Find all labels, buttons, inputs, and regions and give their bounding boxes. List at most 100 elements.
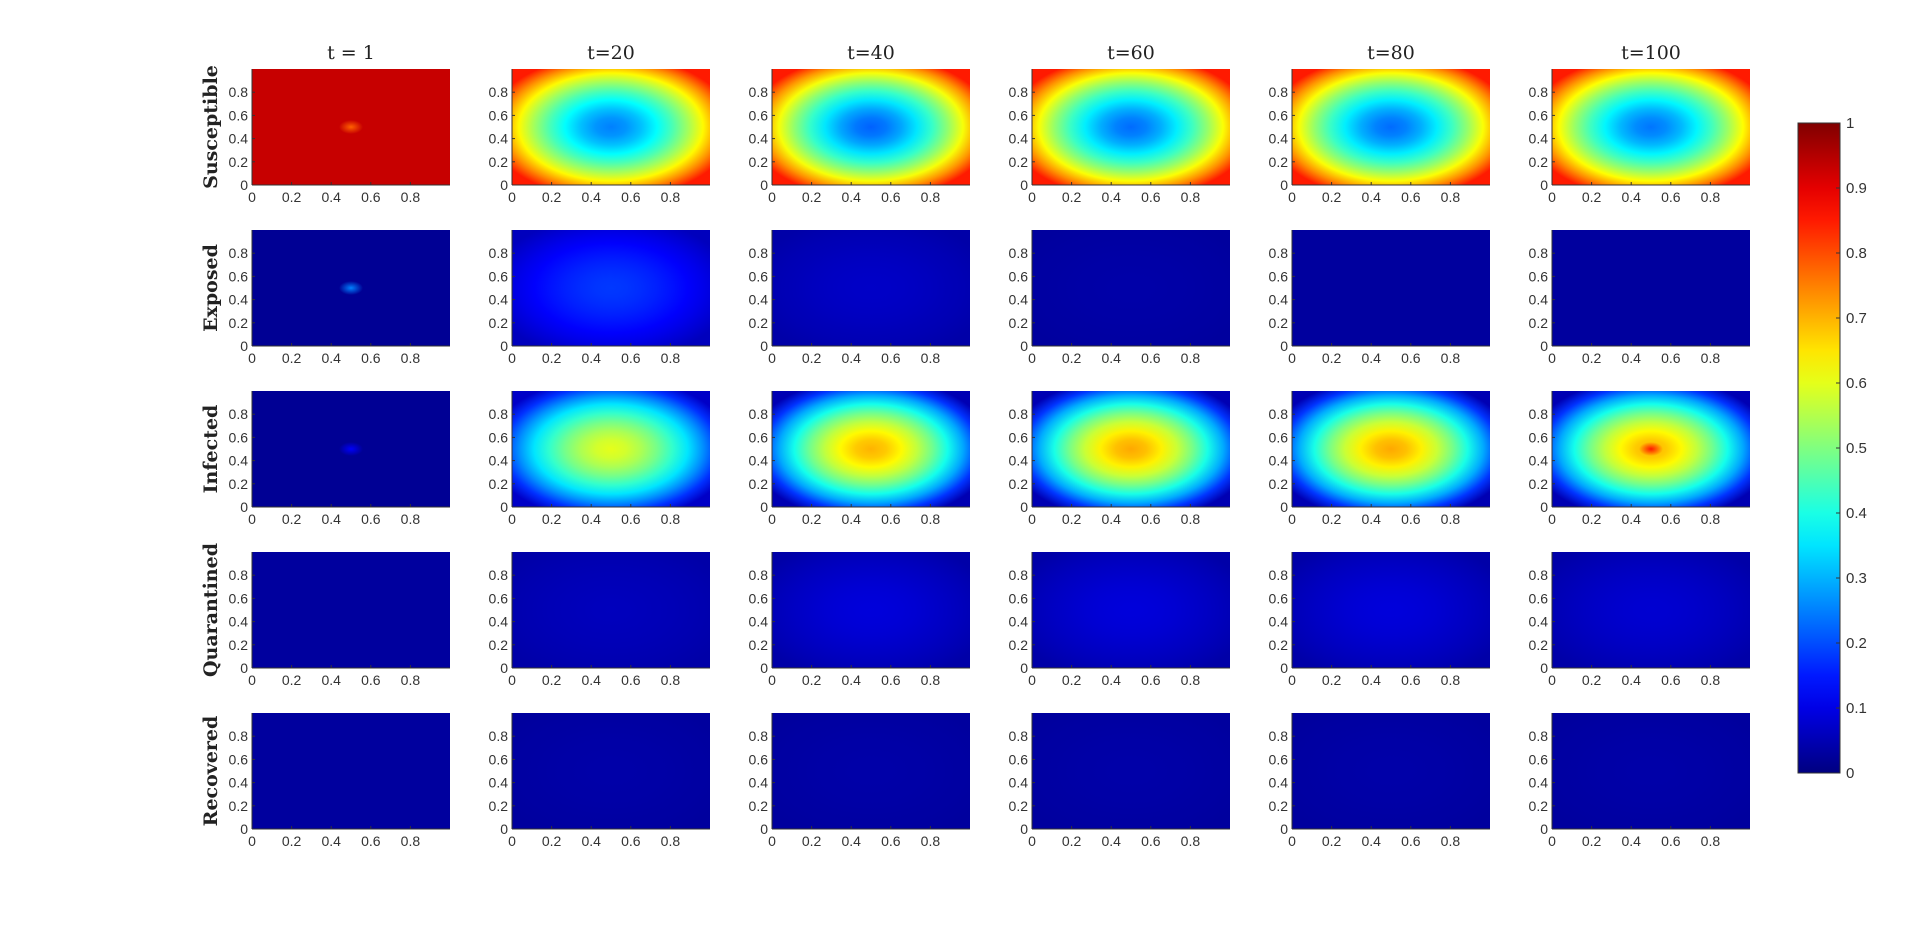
x-tick-label: 0.8	[401, 511, 421, 527]
x-tick-label: 0.4	[581, 350, 601, 366]
y-tick-label: 0.2	[1529, 476, 1549, 492]
x-tick-label: 0	[248, 511, 256, 527]
x-tick-label: 0.2	[1582, 833, 1602, 849]
x-tick-label: 0.2	[1322, 833, 1342, 849]
y-tick-label: 0.2	[489, 315, 509, 331]
y-tick-label: 0.6	[1009, 590, 1029, 606]
colorbar-tick-label: 0.1	[1846, 700, 1867, 717]
x-tick-label: 0.4	[841, 511, 861, 527]
y-tick-label: 0.2	[229, 154, 249, 170]
x-tick-label: 0	[1028, 350, 1036, 366]
x-tick-label: 0.4	[1101, 833, 1121, 849]
x-tick-label: 0.6	[621, 672, 641, 688]
x-tick-label: 0	[508, 189, 516, 205]
x-tick-label: 0.8	[1441, 511, 1461, 527]
y-tick-label: 0.2	[1269, 315, 1289, 331]
x-tick-label: 0	[768, 189, 776, 205]
heatmap-field	[772, 552, 970, 668]
y-tick-label: 0.2	[1009, 637, 1029, 653]
colorbar-tick-label: 0.2	[1846, 635, 1867, 652]
heatmap-field	[512, 69, 710, 185]
heatmap-field	[1032, 230, 1230, 346]
x-tick-label: 0.4	[321, 833, 341, 849]
y-tick-label: 0	[1280, 660, 1288, 676]
x-tick-label: 0.8	[1441, 350, 1461, 366]
y-tick-label: 0.8	[1009, 567, 1029, 583]
x-tick-label: 0.2	[282, 672, 302, 688]
x-tick-label: 0.4	[1101, 511, 1121, 527]
heatmap-panel-exposed-t-20: 0 0.2 0.4 0.6 0.8 0 0.2 0.4 0.6 0.8	[489, 230, 710, 366]
y-tick-label: 0	[1280, 338, 1288, 354]
heatmap-panel-quarantined-t-40: 0 0.2 0.4 0.6 0.8 0 0.2 0.4 0.6 0.8	[749, 552, 970, 688]
heatmap-field	[1552, 230, 1750, 346]
y-tick-label: 0	[500, 177, 508, 193]
x-tick-label: 0.8	[1441, 833, 1461, 849]
x-tick-label: 0	[248, 350, 256, 366]
x-tick-label: 0.6	[1661, 672, 1681, 688]
x-tick-label: 0.2	[1582, 672, 1602, 688]
colorbar-gradient	[1797, 122, 1841, 774]
x-tick-label: 0.6	[1401, 672, 1421, 688]
y-tick-label: 0.2	[749, 476, 769, 492]
x-tick-label: 0.2	[542, 511, 562, 527]
x-tick-label: 0.2	[1062, 833, 1082, 849]
y-tick-label: 0.8	[1529, 245, 1549, 261]
y-tick-label: 0.4	[1269, 292, 1289, 308]
y-tick-label: 0.4	[1529, 131, 1549, 147]
x-tick-label: 0	[508, 672, 516, 688]
y-tick-label: 0.4	[1529, 292, 1549, 308]
x-tick-label: 0.8	[661, 511, 681, 527]
center-hotspot	[339, 442, 363, 456]
x-tick-label: 0.4	[1621, 511, 1641, 527]
row-label-recovered: Recovered	[200, 716, 222, 827]
y-tick-label: 0.2	[1529, 637, 1549, 653]
x-tick-label: 0.8	[921, 672, 941, 688]
heatmap-panels: t = 1 t=20 t=40 t=60 t=80 t=100 Susceptible Exp…	[200, 42, 1750, 849]
x-tick-label: 0.4	[1101, 672, 1121, 688]
x-tick-label: 0.8	[921, 511, 941, 527]
x-tick-label: 0.6	[621, 350, 641, 366]
y-tick-label: 0.6	[1269, 429, 1289, 445]
x-tick-label: 0.2	[802, 833, 822, 849]
heatmap-field	[1292, 69, 1490, 185]
x-tick-label: 0.2	[1322, 672, 1342, 688]
x-tick-label: 0.6	[1401, 833, 1421, 849]
y-tick-label: 0.2	[749, 315, 769, 331]
x-tick-label: 0	[768, 511, 776, 527]
x-tick-label: 0.2	[1062, 672, 1082, 688]
y-tick-label: 0.4	[749, 614, 769, 630]
y-tick-label: 0.8	[749, 84, 769, 100]
y-tick-label: 0.8	[1529, 406, 1549, 422]
x-tick-label: 0.2	[542, 189, 562, 205]
y-tick-label: 0.8	[489, 406, 509, 422]
x-tick-label: 0.8	[1181, 833, 1201, 849]
heatmap-field	[1292, 552, 1490, 668]
heatmap-panel-infected-t-40: 0 0.2 0.4 0.6 0.8 0 0.2 0.4 0.6 0.8	[749, 391, 970, 527]
y-tick-label: 0.2	[489, 637, 509, 653]
x-tick-label: 0.8	[661, 672, 681, 688]
y-tick-label: 0	[1540, 660, 1548, 676]
y-tick-label: 0.2	[1529, 154, 1549, 170]
y-tick-label: 0.6	[489, 429, 509, 445]
y-tick-label: 0.6	[229, 429, 249, 445]
y-tick-label: 0	[1020, 338, 1028, 354]
x-tick-label: 0.6	[361, 189, 381, 205]
x-tick-label: 0.8	[1181, 189, 1201, 205]
x-tick-label: 0.8	[1701, 833, 1721, 849]
x-tick-label: 0.8	[1701, 672, 1721, 688]
heatmap-field	[772, 713, 970, 829]
y-tick-label: 0.6	[749, 751, 769, 767]
y-tick-label: 0.4	[1009, 292, 1029, 308]
column-title-t-100: t=100	[1621, 42, 1681, 64]
x-tick-label: 0.6	[1661, 511, 1681, 527]
x-tick-label: 0.4	[841, 672, 861, 688]
colorbar-tick-label: 0	[1846, 765, 1854, 782]
y-tick-label: 0.6	[229, 590, 249, 606]
x-tick-label: 0.6	[361, 511, 381, 527]
x-tick-label: 0.6	[621, 189, 641, 205]
y-tick-label: 0	[240, 660, 248, 676]
x-tick-label: 0.8	[661, 833, 681, 849]
y-tick-label: 0.8	[489, 84, 509, 100]
y-tick-label: 0.8	[1009, 728, 1029, 744]
